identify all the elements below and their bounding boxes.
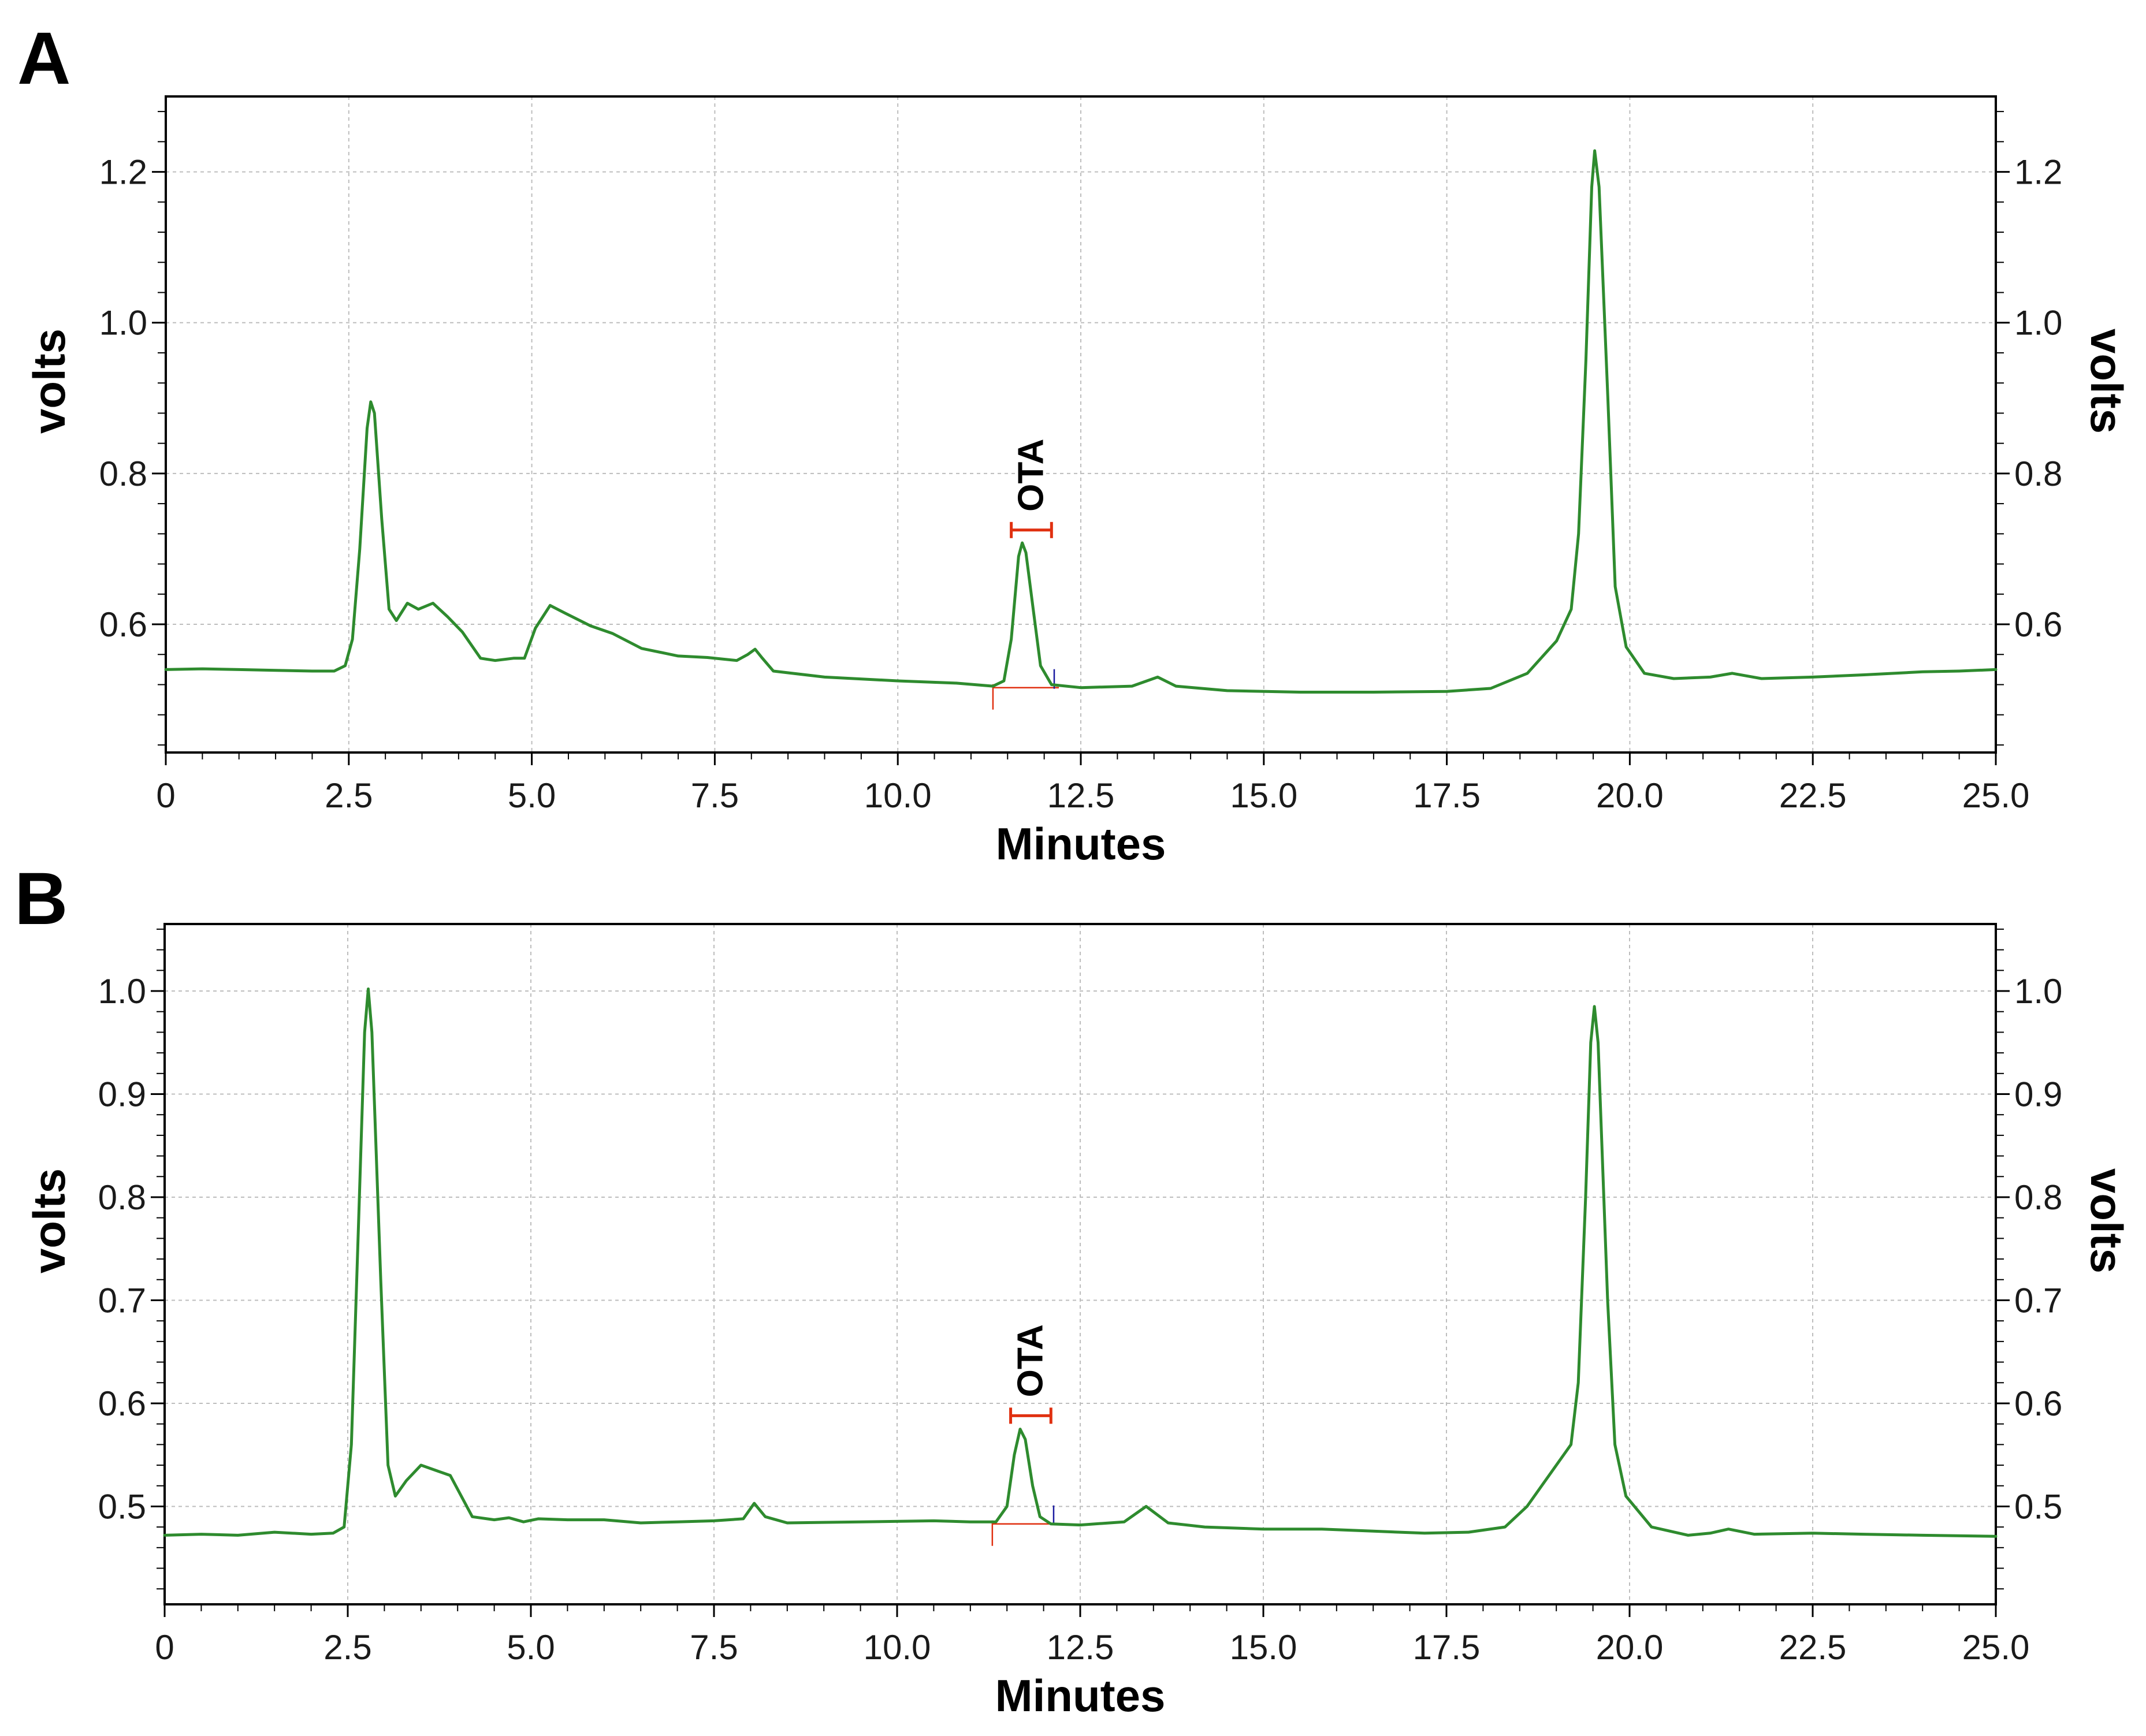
x-tick-label: 0 bbox=[155, 1628, 174, 1667]
y-tick-label-right: 1.0 bbox=[2014, 304, 2062, 342]
x-tick-label: 5.0 bbox=[507, 1628, 555, 1667]
y-tick-label-left: 0.6 bbox=[98, 1384, 146, 1423]
y-axis-title-left: volts bbox=[24, 329, 75, 434]
x-tick-label: 0 bbox=[156, 776, 175, 815]
chart-panel-a: A 0.6 0.6 0.8 0.8 1.0 1.0 1.2 1.2 0 2.5 5.0 7.5 10.0 1… bbox=[17, 17, 2132, 869]
y-tick-label-left: 0.8 bbox=[99, 455, 147, 493]
x-axis-title: Minutes bbox=[996, 818, 1166, 869]
x-tick-label: 17.5 bbox=[1413, 1628, 1481, 1667]
plot-frame bbox=[163, 923, 1997, 1605]
x-tick-label: 2.5 bbox=[323, 1628, 371, 1667]
x-tick-label: 17.5 bbox=[1413, 776, 1481, 815]
y-tick-label-left: 1.2 bbox=[99, 153, 147, 192]
panel-label: A bbox=[17, 17, 70, 100]
y-tick-label-left: 0.5 bbox=[98, 1487, 146, 1526]
panel-label: B bbox=[14, 858, 68, 940]
y-tick-label-right: 0.7 bbox=[2014, 1281, 2062, 1320]
x-tick-label: 25.0 bbox=[1962, 776, 2030, 815]
x-tick-label: 22.5 bbox=[1779, 1628, 1847, 1667]
y-axis-title-left: volts bbox=[24, 1168, 75, 1273]
y-tick-label-right: 0.8 bbox=[2014, 455, 2062, 493]
y-tick-label-right: 0.6 bbox=[2014, 1384, 2062, 1423]
ota-label: OTA bbox=[1010, 1324, 1050, 1397]
y-tick-label-right: 1.0 bbox=[2014, 972, 2062, 1011]
chromatogram-line bbox=[164, 149, 1998, 694]
x-tick-label: 7.5 bbox=[691, 776, 739, 815]
x-tick-label: 20.0 bbox=[1596, 1628, 1664, 1667]
ota-label: OTA bbox=[1011, 439, 1051, 512]
x-tick-label: 7.5 bbox=[690, 1628, 738, 1667]
x-tick-label: 22.5 bbox=[1779, 776, 1847, 815]
y-tick-label-left: 0.9 bbox=[98, 1075, 146, 1114]
x-tick-label: 15.0 bbox=[1230, 776, 1297, 815]
chromatogram-line bbox=[163, 987, 1998, 1538]
y-tick-label-right: 0.8 bbox=[2014, 1178, 2062, 1217]
y-tick-label-left: 1.0 bbox=[98, 972, 146, 1011]
y-tick-label-left: 0.8 bbox=[98, 1178, 146, 1217]
x-tick-label: 10.0 bbox=[864, 1628, 931, 1667]
y-tick-label-left: 0.7 bbox=[98, 1281, 146, 1320]
y-tick-label-right: 0.9 bbox=[2014, 1075, 2062, 1114]
y-tick-label-right: 0.6 bbox=[2014, 605, 2062, 644]
y-axis-title-right: volts bbox=[2081, 1168, 2132, 1273]
x-tick-label: 10.0 bbox=[864, 776, 932, 815]
y-axis-title-right: volts bbox=[2081, 329, 2132, 434]
x-tick-label: 5.0 bbox=[508, 776, 556, 815]
plot-frame bbox=[165, 95, 1997, 754]
x-tick-label: 15.0 bbox=[1230, 1628, 1297, 1667]
y-tick-label-right: 0.5 bbox=[2014, 1487, 2062, 1526]
x-axis-title: Minutes bbox=[995, 1670, 1166, 1721]
x-tick-label: 12.5 bbox=[1047, 776, 1115, 815]
x-tick-label: 20.0 bbox=[1596, 776, 1664, 815]
y-tick-label-left: 1.0 bbox=[99, 304, 147, 342]
chart-panel-b: B 0.5 0.5 0.6 0.6 0.7 0.7 0.8 0.8 0.9 0.9 1.0 1.0 0 2.… bbox=[14, 858, 2132, 1721]
y-tick-label-left: 0.6 bbox=[99, 605, 147, 644]
y-tick-label-right: 1.2 bbox=[2014, 153, 2062, 192]
x-tick-label: 12.5 bbox=[1047, 1628, 1114, 1667]
x-tick-label: 25.0 bbox=[1962, 1628, 2030, 1667]
x-tick-label: 2.5 bbox=[325, 776, 373, 815]
